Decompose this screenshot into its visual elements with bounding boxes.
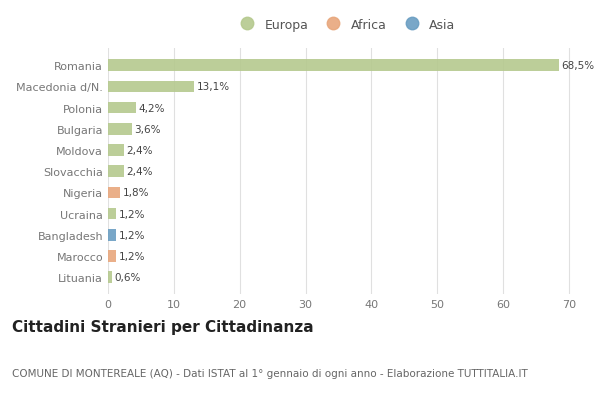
Bar	[108, 60, 559, 72]
Text: 2,4%: 2,4%	[127, 146, 153, 155]
Text: 2,4%: 2,4%	[127, 167, 153, 177]
Bar	[108, 145, 124, 157]
Text: 3,6%: 3,6%	[134, 124, 161, 135]
Bar	[108, 124, 132, 135]
Bar	[108, 208, 116, 220]
Legend: Europa, Africa, Asia: Europa, Africa, Asia	[232, 16, 458, 34]
Bar	[108, 81, 194, 93]
Bar	[108, 229, 116, 241]
Bar	[108, 166, 124, 178]
Text: 68,5%: 68,5%	[562, 61, 595, 71]
Text: Cittadini Stranieri per Cittadinanza: Cittadini Stranieri per Cittadinanza	[12, 319, 314, 334]
Text: 4,2%: 4,2%	[138, 103, 165, 113]
Bar	[108, 251, 116, 262]
Bar	[108, 187, 120, 199]
Bar	[108, 103, 136, 114]
Text: 1,2%: 1,2%	[119, 252, 145, 261]
Text: 1,2%: 1,2%	[119, 230, 145, 240]
Bar	[108, 272, 112, 283]
Text: 13,1%: 13,1%	[197, 82, 230, 92]
Text: 1,8%: 1,8%	[122, 188, 149, 198]
Text: COMUNE DI MONTEREALE (AQ) - Dati ISTAT al 1° gennaio di ogni anno - Elaborazione: COMUNE DI MONTEREALE (AQ) - Dati ISTAT a…	[12, 368, 528, 378]
Text: 1,2%: 1,2%	[119, 209, 145, 219]
Text: 0,6%: 0,6%	[115, 272, 141, 283]
